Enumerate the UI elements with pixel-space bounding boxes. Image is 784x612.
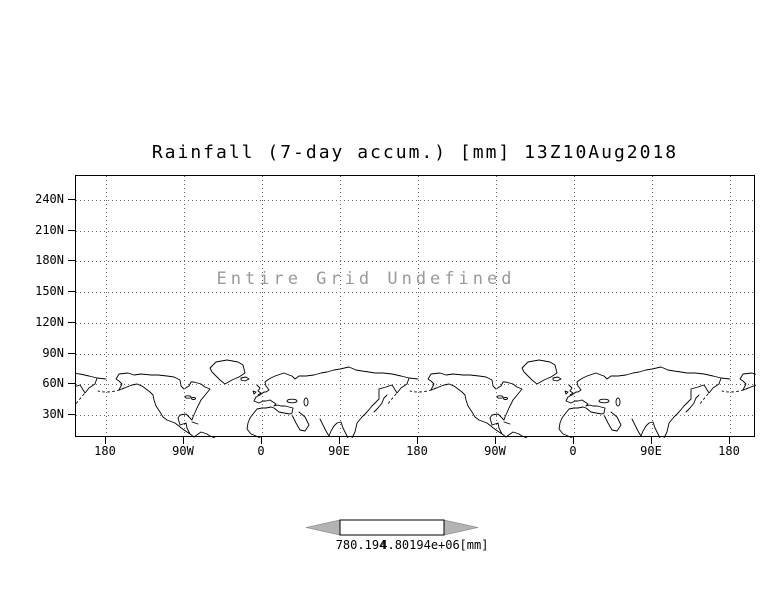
y-axis-label: 210N: [35, 222, 64, 237]
y-axis-label: 180N: [35, 253, 64, 268]
x-axis-label: 90W: [484, 444, 506, 458]
y-tick-mark: [68, 413, 75, 415]
plot-title: Rainfall (7-day accum.) [mm] 13Z10Aug201…: [151, 142, 679, 163]
y-axis-label: 120N: [35, 314, 64, 329]
y-tick-mark: [68, 199, 75, 200]
y-tick-mark: [68, 383, 75, 385]
y-axis-label: 30N: [42, 406, 64, 421]
x-tick-mark: [573, 437, 574, 444]
y-axis-label: 60N: [42, 376, 64, 391]
x-tick-mark: [417, 437, 418, 444]
y-tick-mark: [68, 291, 75, 293]
x-tick-mark: [183, 437, 184, 444]
x-tick-mark: [261, 437, 262, 444]
colorbar-label-right: 4.80194e+06: [380, 538, 460, 552]
x-axis-label: 0: [569, 444, 577, 458]
x-axis-label: 180: [718, 444, 740, 458]
plot-area: Entire Grid Undefined: [75, 175, 756, 438]
colorbar-right-arrow: [443, 519, 479, 536]
grid-hline: [76, 292, 754, 294]
grid-hline: [76, 322, 754, 324]
x-axis-label: 0: [257, 444, 265, 458]
y-tick-mark: [68, 229, 75, 231]
y-axis-label: 90N: [42, 345, 64, 360]
x-tick-mark: [729, 437, 730, 444]
grid-hline: [76, 261, 754, 263]
x-axis-label: 180: [94, 444, 116, 458]
colorbar: 780.194 4.80194e+06 [mm]: [304, 519, 494, 559]
colorbar-center-cell: [339, 519, 445, 536]
x-axis-label: 90W: [172, 444, 194, 458]
world-coastline-map: [76, 359, 756, 438]
y-axis-label: 240N: [35, 192, 64, 206]
x-tick-mark: [495, 437, 496, 444]
y-axis-label: 150N: [35, 284, 64, 299]
grid-hline: [76, 200, 754, 201]
colorbar-arrow: [305, 519, 479, 536]
colorbar-units-label: [mm]: [459, 538, 489, 552]
x-tick-mark: [339, 437, 340, 444]
colorbar-left-arrow: [305, 519, 341, 536]
x-tick-mark: [651, 437, 652, 444]
colorbar-label-left: 780.194: [335, 538, 387, 552]
undefined-grid-message: Entire Grid Undefined: [216, 269, 516, 289]
x-axis-label: 180: [406, 444, 428, 458]
x-tick-mark: [105, 437, 106, 444]
grid-hline: [76, 230, 754, 232]
x-axis-label: 90E: [328, 444, 350, 458]
x-axis-label: 90E: [640, 444, 662, 458]
y-tick-mark: [68, 352, 75, 354]
y-tick-mark: [68, 321, 75, 323]
y-tick-mark: [68, 260, 75, 262]
